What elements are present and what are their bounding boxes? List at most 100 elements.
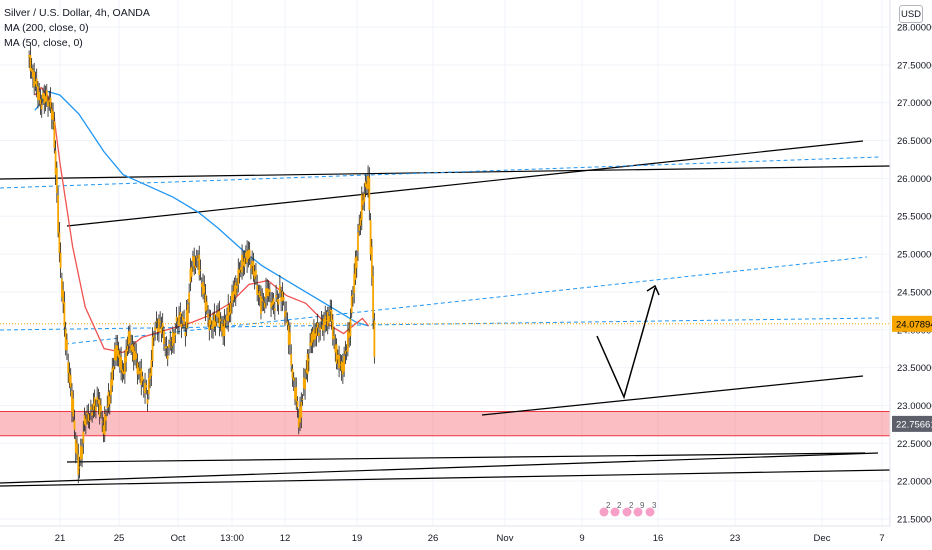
candle-body [105,416,107,421]
candle-body [343,355,346,372]
candle-body [360,194,363,220]
candle-body [243,257,246,267]
candle-body [321,325,324,331]
candle-body [103,413,106,435]
candle-body [320,319,323,321]
candle-body [203,285,206,294]
candle-body [169,340,172,342]
candle-body [122,371,125,375]
candle-body [299,406,301,423]
candle-body [271,301,274,306]
time-tick-label: 12 [280,533,291,544]
candle-body [184,332,187,337]
candle-body [74,439,77,453]
candle-body [67,362,70,374]
candle-body [163,331,165,344]
candle-body [81,446,83,459]
candle-body [238,269,241,273]
candle-body [131,344,134,353]
candle-body [349,318,352,337]
candle-body [145,385,148,388]
candle-body [210,326,213,329]
candle-body [359,218,362,226]
candle-body [139,371,141,374]
candle-body [107,391,110,408]
candle-body [367,175,369,189]
time-tick-label: Dec [814,533,831,544]
candle-body [242,261,245,266]
candle-body [72,398,75,417]
candle-body [345,350,348,352]
candle-body [149,373,151,380]
candle-body [54,150,57,175]
candle-body [272,298,275,305]
candle-body [195,255,198,258]
candle-body [40,104,43,110]
price-tick-label: 28.00000 [897,23,932,34]
candle-body [223,319,226,336]
candle-body [239,267,242,270]
candle-body [38,92,41,101]
currency-selector[interactable]: USD [899,5,923,23]
candle-body [324,315,327,326]
event-flag-icon [598,506,610,518]
candle-body [294,387,296,400]
candle-body [147,377,150,395]
candle-body [120,357,123,371]
candle-body [110,379,112,396]
candle-body [95,406,97,411]
candle-body [247,249,250,259]
candle-body [32,69,34,78]
candle-body [37,86,39,100]
time-tick-label: 23 [730,533,741,544]
candle-body [192,256,194,262]
candle-body [151,336,154,361]
trendline [66,140,864,227]
candle-body [341,362,344,375]
candle-body [296,400,299,408]
candle-body [199,269,202,271]
candle-body [241,254,243,273]
event-count-label: 2 [606,501,611,510]
candle-body [165,346,168,349]
candle-body [197,258,199,261]
candle-body [287,325,290,345]
candle-body [258,290,261,298]
candle-body [205,301,208,311]
candle-body [285,310,288,313]
candle-body [263,302,266,308]
candle-body [347,330,349,352]
candle-body [292,377,295,381]
candle-body [113,348,116,361]
last-price-tag: 24.07894 [896,319,932,330]
time-tick-label: 9 [579,533,584,544]
candle-body [339,364,342,366]
candle-body [352,294,354,297]
event-flag-icon [621,506,633,518]
candle-body [39,99,42,105]
candle-body [338,354,340,369]
candle-body [323,319,325,331]
trendline [66,452,866,463]
ma50-legend[interactable]: MA (50, close, 0) [4,37,83,49]
candle-body [44,96,47,103]
dashed-channel-line [64,256,868,345]
candle-body [111,368,114,386]
candle-body [57,195,60,233]
candle-body [276,299,279,302]
candle-body [200,283,203,288]
event-count-label: 9 [640,501,645,510]
candle-body [176,322,179,324]
time-axis: 21 25 Oct 13:00 12 19 26 Nov 9 16 23 Dec 7 [55,533,885,544]
symbol-title: Silver / U.S. Dollar, 4h, OANDA [4,7,150,19]
candle-body [364,181,367,187]
candle-body [159,320,162,322]
candle-body [251,261,254,266]
ma200-legend[interactable]: MA (200, close, 0) [4,22,89,34]
projection-path [596,287,656,400]
candle-body [77,454,80,475]
candle-body [108,396,111,405]
candle-body [188,292,191,303]
candle-body [129,330,131,344]
